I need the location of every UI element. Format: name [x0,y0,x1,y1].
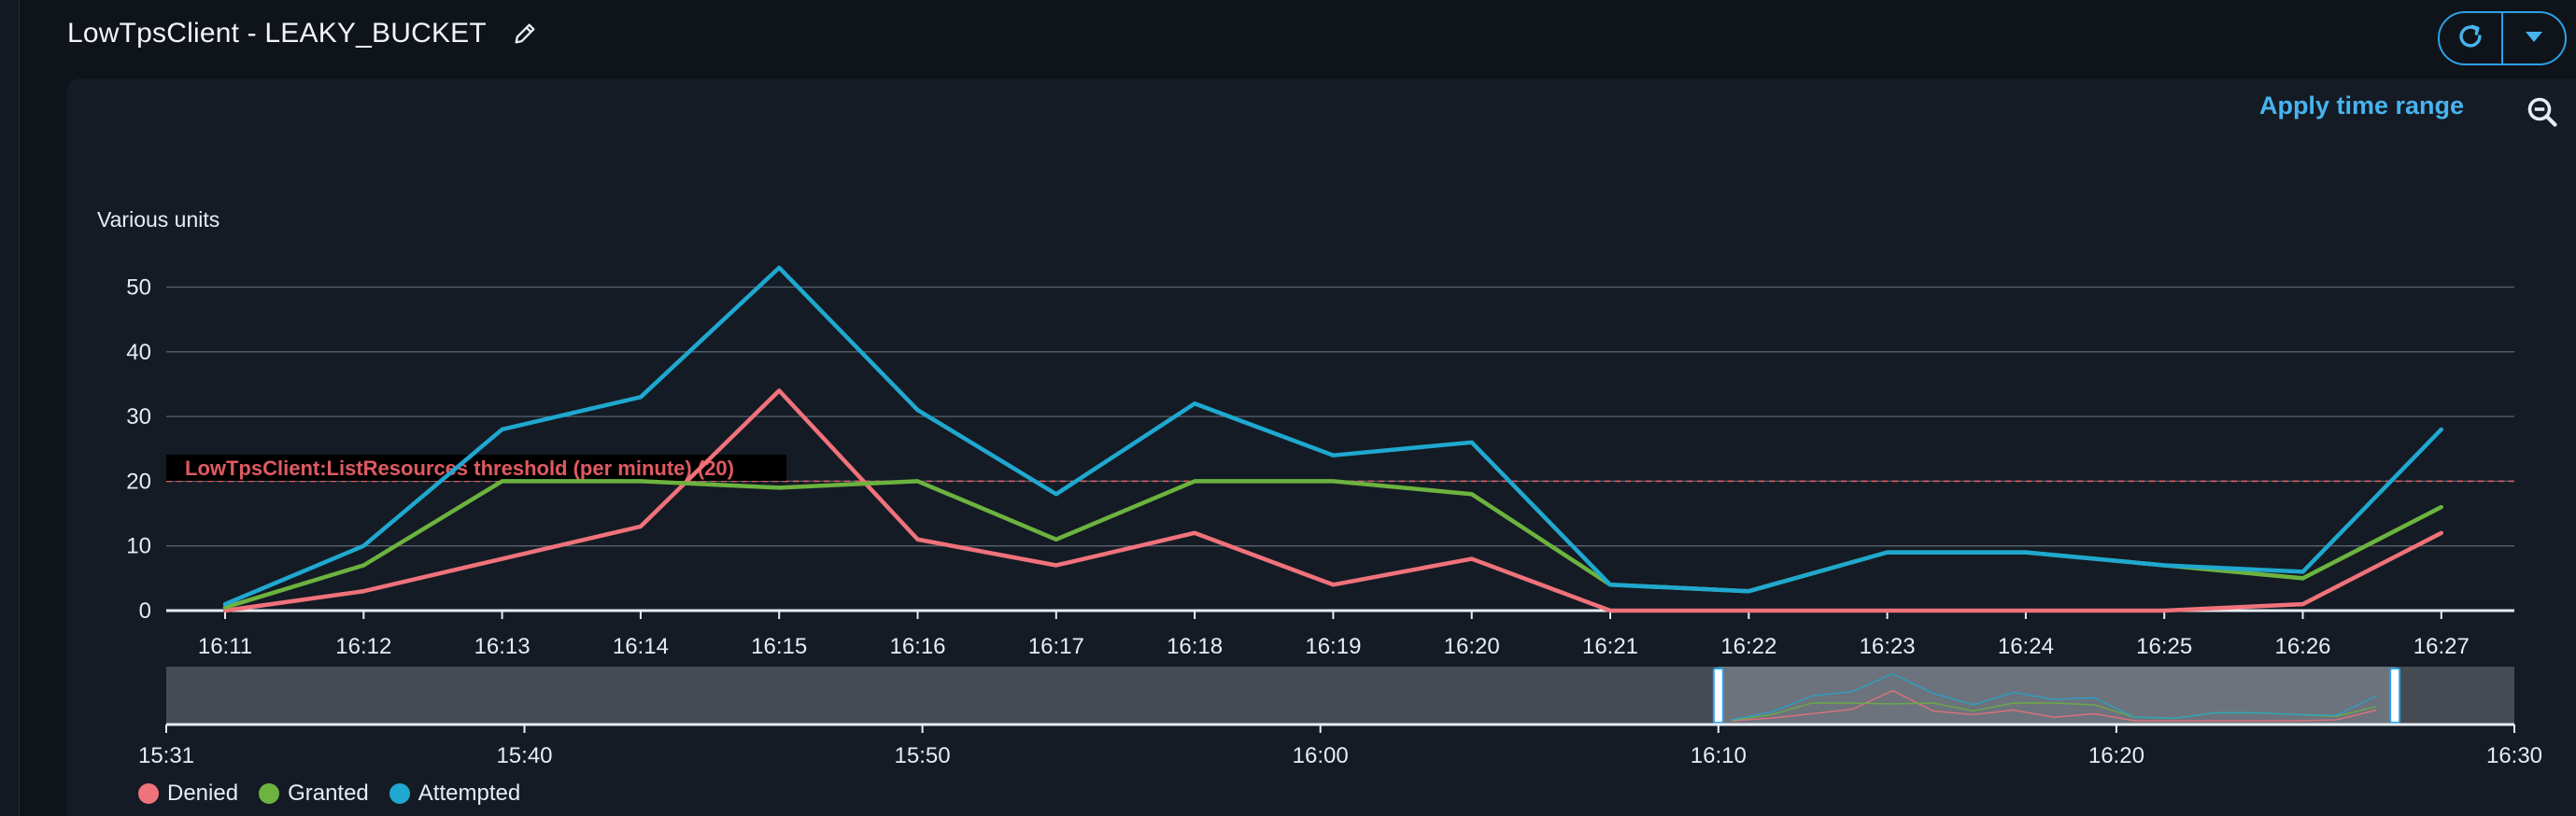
x-tick-label: 16:24 [1998,634,2054,659]
series-line-denied [222,388,2444,613]
x-tick-label: 16:13 [474,634,531,659]
widget-title: LowTpsClient - LEAKY_BUCKET [67,18,487,49]
refresh-icon [2455,21,2486,57]
legend-swatch [259,783,280,804]
x-tick-label: 16:15 [751,634,807,659]
y-tick-label: 40 [126,340,151,365]
widget-header: LowTpsClient - LEAKY_BUCKET [67,13,539,54]
refresh-button[interactable] [2440,13,2501,63]
chart-legend: Denied Granted Attempted [138,781,520,807]
navigator-tick-label: 15:40 [496,743,552,768]
caret-down-icon [2523,29,2545,49]
refresh-split-button [2438,11,2567,65]
x-tick-label: 16:12 [335,634,391,659]
series-line-attempted [222,265,2444,607]
split-divider [2501,13,2503,63]
x-tick-label: 16:16 [889,634,945,659]
legend-item-granted[interactable]: Granted [259,781,369,807]
y-tick-label: 0 [139,598,151,624]
threshold-label-bg [166,455,786,481]
x-tick-label: 16:27 [2413,634,2470,659]
y-tick-label: 50 [126,275,151,301]
navigator-tick-label: 16:30 [2486,743,2542,768]
threshold-label: LowTpsClient:ListResources threshold (pe… [185,457,734,480]
x-tick-label: 16:18 [1167,634,1223,659]
x-tick-label: 16:11 [198,634,252,659]
navigator-handle-left[interactable] [1712,668,1724,724]
y-tick-label: 30 [126,404,151,429]
legend-item-attempted[interactable]: Attempted [389,781,520,807]
navigator-tick-label: 16:20 [2088,743,2144,768]
navigator-tick-label: 15:31 [138,743,194,768]
legend-label: Denied [167,781,239,806]
x-tick-label: 16:17 [1028,634,1084,659]
y-tick-label: 20 [126,469,151,494]
y-tick-label: 10 [126,534,151,559]
x-tick-label: 16:22 [1720,634,1776,659]
navigator-tick-label: 15:50 [895,743,951,768]
x-tick-label: 16:19 [1305,634,1361,659]
left-rail [0,0,20,816]
apply-time-range-button[interactable]: Apply time range [2258,91,2464,120]
x-tick-label: 16:21 [1582,634,1638,659]
legend-item-denied[interactable]: Denied [138,781,238,807]
legend-swatch [389,783,410,804]
x-tick-label: 16:23 [1860,634,1916,659]
legend-label: Attempted [418,781,521,806]
navigator-selection [1718,667,2396,725]
x-tick-label: 16:25 [2136,634,2192,659]
navigator-tick-label: 16:00 [1293,743,1349,768]
navigator-handle-right[interactable] [2389,668,2401,724]
x-tick-label: 16:14 [613,634,669,659]
zoom-out-icon[interactable] [2526,95,2559,129]
x-tick-label: 16:26 [2274,634,2330,659]
legend-label: Granted [288,781,369,806]
legend-swatch [138,783,159,804]
navigator-mini-line [1731,689,2377,722]
pencil-icon[interactable] [511,20,539,48]
navigator-tick-label: 16:10 [1691,743,1747,768]
navigator-mini-line [1731,672,2377,721]
x-tick-label: 16:20 [1444,634,1500,659]
refresh-options-button[interactable] [2503,13,2565,63]
y-axis-label: Various units [97,207,220,232]
